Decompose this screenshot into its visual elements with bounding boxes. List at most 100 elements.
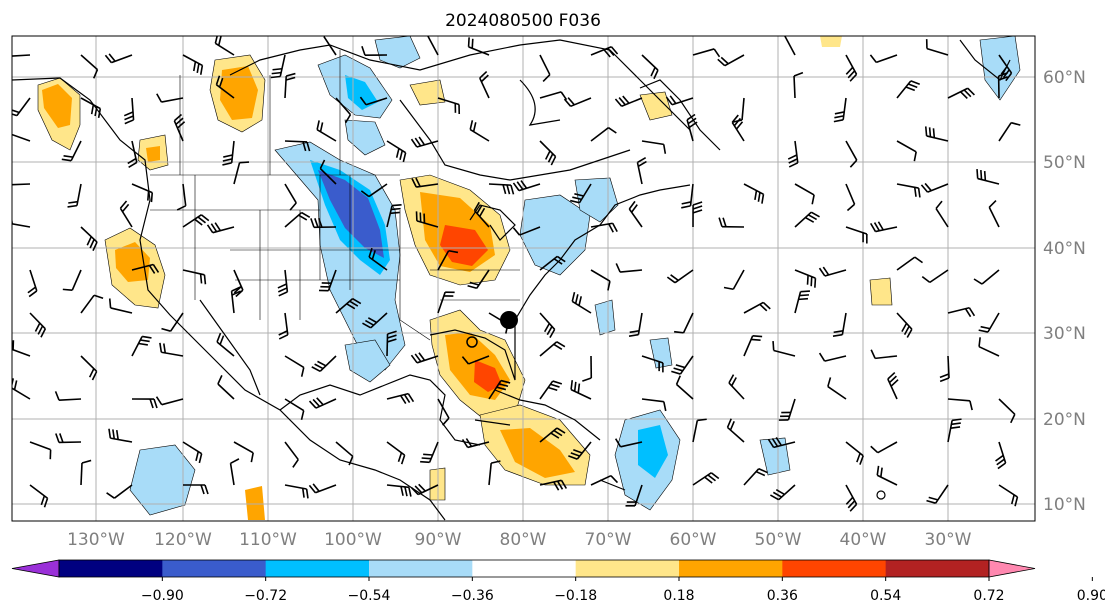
wind-barb [176, 183, 187, 211]
wind-barb [935, 200, 949, 228]
wind-barb [783, 36, 796, 56]
wind-barb [284, 484, 309, 499]
latitude-labels: 60°N 50°N 40°N 30°N 20°N 10°N [1043, 68, 1086, 515]
wind-barb [230, 286, 241, 314]
wind-barb [870, 441, 898, 454]
wind-barb [80, 294, 104, 314]
wind-barb [12, 53, 31, 57]
wind-barb [571, 291, 592, 314]
wind-barb [216, 332, 235, 357]
wind-barb [215, 75, 235, 99]
wind-barb [67, 183, 82, 208]
wind-barb [743, 467, 768, 486]
wind-barb [976, 169, 1000, 185]
colorbar-segment [575, 560, 680, 577]
wind-barb [769, 484, 796, 501]
wind-barb [794, 269, 817, 288]
lon-label: 130°W [67, 530, 125, 550]
wind-barb [488, 460, 501, 486]
wind-barb [156, 93, 184, 103]
wind-barb [131, 335, 152, 357]
wind-barb [512, 226, 541, 236]
wind-barb [568, 441, 592, 460]
colorbar-extend-high [988, 559, 1036, 578]
wind-barb [217, 375, 235, 400]
wind-barb [426, 36, 439, 56]
wind-barb [123, 97, 135, 125]
wind-barb [818, 266, 847, 277]
colorbar-segment [679, 560, 783, 577]
wind-barb [311, 355, 337, 372]
wind-barb [896, 312, 913, 338]
wind-barb [539, 312, 556, 339]
wind-barb [411, 177, 439, 188]
wind-barb [308, 483, 337, 494]
wind-barb [926, 484, 949, 504]
wind-barb [131, 263, 160, 274]
wind-barb [686, 113, 698, 142]
wind-barb [108, 298, 133, 314]
colorbar-segment [265, 560, 370, 577]
wind-barb [479, 70, 490, 99]
colorbar-segment [369, 560, 473, 577]
colorbar-segment [162, 560, 267, 577]
wind-barb [278, 312, 289, 340]
wind-barb [641, 54, 659, 80]
wind-barb [362, 312, 388, 329]
wind-barb [896, 140, 917, 162]
colorbar-extend-low [11, 559, 60, 578]
wind-barb [920, 182, 949, 193]
wind-barb [106, 484, 133, 499]
wind-barb [827, 377, 847, 400]
wind-barb [998, 398, 1016, 424]
wind-barb [277, 269, 289, 297]
wind-barb [12, 97, 31, 117]
wind-barb [794, 290, 811, 314]
wind-barb [778, 398, 796, 421]
wind-barb [12, 216, 31, 228]
wind-barb [539, 54, 551, 82]
wind-barb [229, 458, 240, 486]
lon-label: 70°W [585, 530, 632, 550]
wind-barb [539, 341, 566, 357]
wind-barb [641, 398, 667, 412]
wind-barb [316, 120, 337, 142]
wind-barb [323, 36, 337, 56]
wind-barb [437, 97, 461, 114]
wind-barb [54, 391, 82, 401]
lat-label: 40°N [1043, 239, 1086, 259]
wind-barb [80, 459, 92, 486]
wind-barb [925, 39, 949, 56]
wind-barb [570, 380, 592, 400]
wind-barb [159, 342, 184, 357]
colorbar-segment [59, 560, 163, 577]
wind-barb [233, 161, 250, 185]
lat-label: 50°N [1043, 153, 1086, 173]
wind-barb [845, 54, 858, 82]
wind-barb [473, 201, 490, 228]
wind-barb [127, 140, 138, 169]
wind-barb [998, 121, 1021, 142]
wind-barb [27, 269, 38, 298]
wind-barb [743, 334, 763, 357]
wind-barb [360, 183, 388, 198]
wind-barb [717, 54, 745, 67]
wind-barb [590, 222, 618, 233]
wind-barb [12, 378, 31, 400]
lon-label: 30°W [925, 530, 972, 550]
wind-barb [869, 221, 898, 233]
wind-barb [386, 392, 415, 404]
colorbar-tick-label: 0.36 [767, 588, 798, 604]
wind-barb [723, 269, 745, 291]
wind-barb [590, 46, 619, 58]
wind-barb [998, 484, 1019, 507]
wind-barb [628, 312, 643, 337]
wind-barb [539, 91, 568, 101]
wind-barb [284, 398, 305, 421]
wind-barb [628, 200, 643, 228]
lon-label: 60°W [670, 530, 717, 550]
lat-label: 10°N [1043, 495, 1086, 515]
wind-barb [590, 474, 619, 486]
colorbar-tick-label: 0.18 [663, 588, 694, 604]
